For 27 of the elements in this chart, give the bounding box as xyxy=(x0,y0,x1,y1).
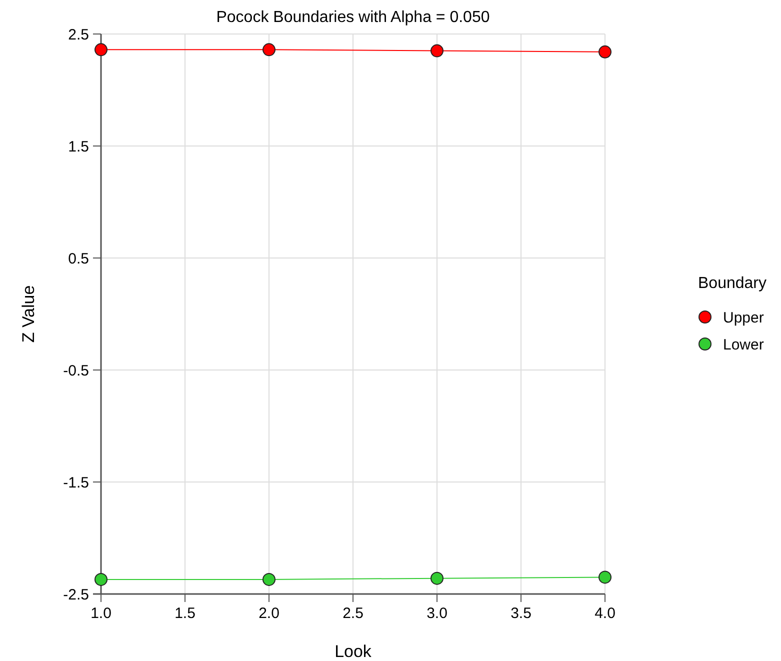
point xyxy=(430,572,444,585)
x-tick-label: 3.0 xyxy=(426,605,448,622)
y-tick-label: -0.5 xyxy=(63,362,89,380)
y-tick-label: -1.5 xyxy=(63,474,89,492)
y-tick-label: 1.5 xyxy=(68,138,89,156)
x-axis-title: Look xyxy=(334,642,372,661)
point xyxy=(94,572,108,586)
y-tick-label: 2.5 xyxy=(68,26,89,44)
x-tick-label: 3.5 xyxy=(510,605,532,622)
y-tick-label: 0.5 xyxy=(68,250,89,268)
legend-title: Boundary xyxy=(698,275,766,292)
point xyxy=(94,43,108,56)
point xyxy=(430,44,444,58)
chart-title: Pocock Boundaries with Alpha = 0.050 xyxy=(216,9,490,26)
y-axis-title: Z Value xyxy=(19,285,38,343)
x-tick-label: 4.0 xyxy=(594,605,616,622)
x-tick-label: 2.5 xyxy=(342,605,364,622)
point xyxy=(598,45,612,58)
x-tick-label: 2.0 xyxy=(258,605,280,622)
x-tick-label: 1.0 xyxy=(90,605,112,622)
legend-label: Lower xyxy=(723,336,764,354)
point xyxy=(262,572,276,586)
x-tick-label: 1.5 xyxy=(174,605,196,622)
y-tick-label: -2.5 xyxy=(63,586,89,604)
legend-label: Upper xyxy=(723,309,764,326)
point xyxy=(598,570,612,584)
point xyxy=(262,43,276,56)
